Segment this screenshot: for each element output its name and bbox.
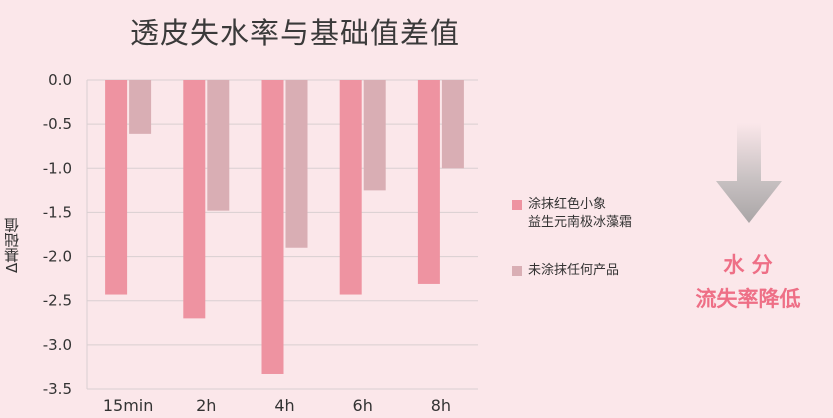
x-tick-label: 4h	[274, 396, 294, 415]
tick-labels: 0.0 -0.5 -1.0 -1.5 -2.0 -2.5 -3.0 -3.5 15min 2h 4h…	[43, 71, 451, 415]
x-tick-label: 8h	[431, 396, 451, 415]
y-tick-label: -0.5	[43, 115, 72, 133]
bar-treated-8h	[417, 80, 440, 284]
bar-untreated-4h	[285, 80, 308, 248]
legend-swatch-treated	[512, 200, 522, 210]
legend-label-treated-line2: 益生元南极冰藻霜	[528, 215, 633, 230]
y-axis-label: Δ基础值	[3, 217, 21, 273]
x-tick-label: 2h	[196, 396, 216, 415]
y-tick-label: -2.0	[43, 248, 72, 266]
y-tick-label: 0.0	[48, 71, 72, 89]
bar-untreated-2h	[207, 80, 230, 211]
bar-untreated-8h	[441, 80, 464, 169]
legend-label-untreated: 未涂抹任何产品	[528, 263, 620, 278]
side-note: 水 分 流失率降低	[672, 248, 824, 316]
y-tick-label: -1.0	[43, 159, 72, 177]
bar-treated-4h	[261, 80, 284, 374]
y-tick-label: -3.0	[43, 336, 72, 354]
x-tick-label: 6h	[353, 396, 373, 415]
legend-item-untreated: 未涂抹任何产品	[512, 262, 632, 280]
bar-treated-15min	[105, 80, 128, 295]
down-arrow-icon	[716, 123, 782, 223]
y-tick-label: -2.5	[43, 292, 72, 310]
y-tick-label: -1.5	[43, 203, 72, 221]
x-tick-label: 15min	[103, 396, 154, 415]
bar-untreated-6h	[363, 80, 386, 191]
chart-title: 透皮失水率与基础值差值	[130, 16, 461, 50]
y-tick-label: -3.5	[43, 380, 72, 398]
bar-untreated-15min	[129, 80, 152, 134]
bar-treated-6h	[339, 80, 362, 295]
side-note-line2: 流失率降低	[695, 287, 801, 311]
legend-label-treated-line1: 涂抹红色小象	[528, 197, 607, 212]
legend: 涂抹红色小象 益生元南极冰藻霜 未涂抹任何产品	[512, 196, 632, 310]
legend-item-treated: 涂抹红色小象 益生元南极冰藻霜	[512, 196, 632, 232]
bars	[105, 80, 464, 374]
bar-treated-2h	[183, 80, 206, 319]
legend-swatch-untreated	[512, 266, 522, 276]
side-note-line1: 水 分	[723, 253, 773, 277]
